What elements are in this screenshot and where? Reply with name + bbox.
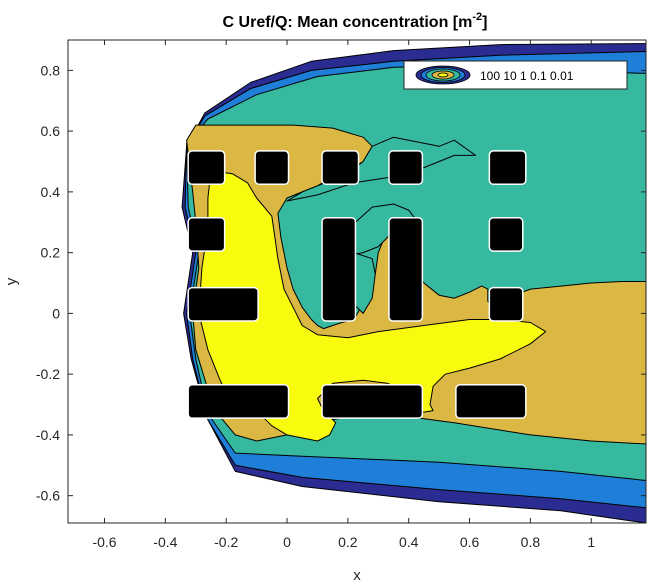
building-11 xyxy=(187,384,290,419)
x-tick-label: -0.2 xyxy=(214,534,238,550)
axes-box xyxy=(67,39,647,524)
y-tick-label: 0.6 xyxy=(41,123,61,139)
y-tick-label: 0.4 xyxy=(41,184,61,200)
y-tick-label: -0.2 xyxy=(36,366,60,382)
x-tick-label: 0.4 xyxy=(399,534,419,550)
y-tick-label: 0.8 xyxy=(41,62,61,78)
x-tick-label: 0.2 xyxy=(338,534,358,550)
x-axis-label: x xyxy=(353,567,361,583)
x-tick-label: 1 xyxy=(587,534,595,550)
buildings xyxy=(187,150,527,419)
legend-swatch xyxy=(415,65,471,85)
building-13 xyxy=(455,384,527,419)
building-6 xyxy=(488,216,524,252)
y-tick-label: 0.2 xyxy=(41,245,61,261)
y-tick-label: 0 xyxy=(52,305,60,321)
legend: 100 10 1 0.1 0.01 xyxy=(403,60,628,90)
axis-ticks: -0.6 -0.4 -0.2 0 0.2 0.4 0.6 0.8 1 -0.6 -0.4 -0.2 0 0… xyxy=(36,40,646,550)
plot-area: -0.6 -0.4 -0.2 0 0.2 0.4 0.6 0.8 1 -0.6 -0.4 -0.2 0 0… xyxy=(36,39,647,550)
building-2 xyxy=(321,150,360,186)
chart-title: C Uref/Q: Mean concentration [m-2] xyxy=(223,11,488,31)
x-tick-label: 0.6 xyxy=(460,534,480,550)
x-tick-label: -0.4 xyxy=(153,534,177,550)
building-7 xyxy=(321,216,357,322)
legend-text: 100 10 1 0.1 0.01 xyxy=(480,69,574,83)
y-axis-label: y xyxy=(3,277,20,285)
y-tick-label: -0.6 xyxy=(36,488,60,504)
building-10 xyxy=(488,286,524,322)
building-4 xyxy=(488,150,527,186)
building-5 xyxy=(187,216,226,252)
x-tick-label: 0 xyxy=(283,534,291,550)
building-1 xyxy=(254,150,290,186)
legend-ring xyxy=(437,72,449,78)
x-tick-label: 0.8 xyxy=(521,534,541,550)
building-12 xyxy=(321,384,424,419)
y-tick-label: -0.4 xyxy=(36,427,60,443)
building-3 xyxy=(388,150,424,186)
building-9 xyxy=(187,286,259,322)
building-8 xyxy=(388,216,424,322)
x-tick-label: -0.6 xyxy=(92,534,116,550)
building-0 xyxy=(187,150,226,186)
